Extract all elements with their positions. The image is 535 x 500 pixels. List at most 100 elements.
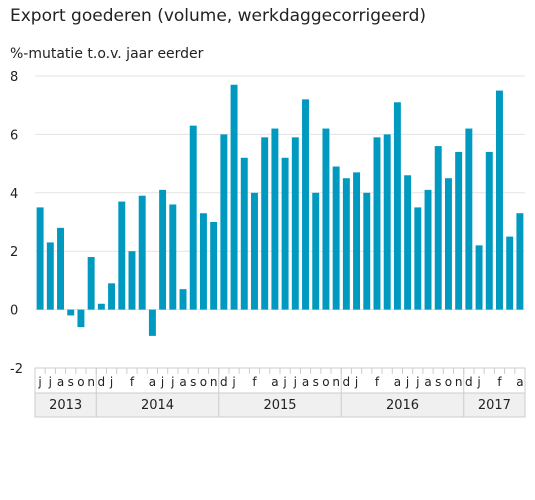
bar-2016-05: [383, 134, 391, 310]
bar-2013-08: [46, 242, 54, 310]
bar-2016-01: [342, 178, 350, 310]
bar-2014-09: [179, 289, 187, 310]
year-label: 2015: [263, 398, 296, 413]
month-label: j: [405, 375, 409, 389]
bar-2015-01: [220, 134, 228, 310]
bar-2013-07: [36, 207, 44, 310]
bar-2014-08: [169, 204, 177, 310]
month-label: n: [210, 375, 218, 389]
y-tick-label: 2: [10, 245, 18, 260]
month-label: a: [57, 375, 64, 389]
y-tick-label: 8: [10, 70, 18, 85]
month-label: j: [293, 375, 297, 389]
month-label: a: [516, 375, 523, 389]
month-label: j: [354, 375, 358, 389]
month-label: a: [394, 375, 401, 389]
bar-2017-04: [496, 90, 503, 310]
y-tick-label: 6: [10, 128, 18, 143]
bar-2015-04: [251, 192, 258, 310]
month-label: s: [68, 375, 74, 389]
bar-2016-10: [434, 146, 442, 310]
chart-subtitle: %-mutatie t.o.v. jaar eerder: [10, 46, 204, 62]
bar-2017-06: [516, 213, 524, 310]
bar-2014-11: [199, 213, 207, 310]
month-label: d: [98, 375, 106, 389]
year-label: 2017: [478, 398, 511, 413]
bar-2013-10: [67, 309, 75, 316]
month-label: d: [220, 375, 228, 389]
month-label: a: [302, 375, 309, 389]
bar-2014-06: [148, 309, 156, 336]
bar-2016-07: [404, 175, 412, 310]
bar-2014-02: [108, 283, 116, 310]
year-label: 2014: [141, 398, 174, 413]
bar-2016-09: [424, 189, 432, 310]
bar-2017-02: [475, 245, 483, 310]
year-label: 2016: [386, 398, 419, 413]
month-label: j: [160, 375, 164, 389]
bar-2013-11: [77, 309, 85, 328]
bar-2017-03: [485, 151, 493, 310]
bar-2015-11: [322, 128, 330, 310]
year-axis-band: [34, 392, 526, 418]
bar-2015-12: [332, 166, 340, 310]
month-label: s: [435, 375, 441, 389]
bar-2015-02: [230, 84, 238, 310]
month-label: f: [252, 375, 257, 389]
month-label: s: [313, 375, 319, 389]
bar-2016-08: [414, 207, 422, 310]
y-tick-label: 4: [10, 187, 18, 202]
month-label: j: [231, 375, 235, 389]
bar-2016-12: [455, 151, 463, 310]
bar-2016-03: [363, 192, 371, 310]
bar-2014-05: [138, 195, 146, 310]
month-label: f: [130, 375, 135, 389]
month-label: a: [179, 375, 186, 389]
y-tick-label: -2: [10, 362, 23, 377]
month-label: d: [343, 375, 351, 389]
bar-2013-09: [57, 227, 64, 310]
bar-2015-08: [291, 137, 299, 310]
bar-2014-12: [210, 222, 218, 310]
bar-2016-02: [353, 172, 361, 310]
month-label: j: [476, 375, 480, 389]
month-label: o: [77, 375, 84, 389]
month-label: j: [170, 375, 174, 389]
month-label: s: [190, 375, 196, 389]
bar-2016-04: [373, 137, 381, 310]
bar-2015-10: [312, 192, 320, 310]
month-label: a: [271, 375, 278, 389]
bar-2014-03: [118, 201, 126, 310]
bar-2014-07: [159, 189, 167, 310]
bar-2015-05: [261, 137, 269, 310]
y-tick-label: 0: [10, 304, 18, 319]
bar-2015-06: [271, 128, 279, 310]
bar-2014-01: [97, 303, 105, 310]
bar-2014-10: [189, 125, 197, 310]
year-label: 2013: [49, 398, 82, 413]
bar-2016-06: [393, 102, 401, 310]
month-label: n: [332, 375, 340, 389]
month-label: d: [465, 375, 473, 389]
chart-title: Export goederen (volume, werkdaggecorrig…: [10, 6, 427, 26]
bar-2014-04: [128, 251, 136, 310]
bar-2017-01: [465, 128, 473, 310]
month-label: j: [282, 375, 286, 389]
bar-2017-05: [506, 236, 514, 310]
bar-2015-07: [281, 157, 289, 310]
month-label: o: [445, 375, 452, 389]
month-label: j: [109, 375, 113, 389]
bar-2015-03: [240, 157, 248, 310]
month-label: n: [455, 375, 463, 389]
month-label: n: [87, 375, 95, 389]
bar-2015-09: [302, 99, 309, 310]
month-label: o: [200, 375, 207, 389]
month-label: j: [37, 375, 41, 389]
month-label: j: [48, 375, 52, 389]
bar-2016-11: [444, 178, 452, 310]
month-label: a: [149, 375, 156, 389]
month-label: f: [497, 375, 502, 389]
month-label: a: [424, 375, 431, 389]
month-label: f: [375, 375, 380, 389]
